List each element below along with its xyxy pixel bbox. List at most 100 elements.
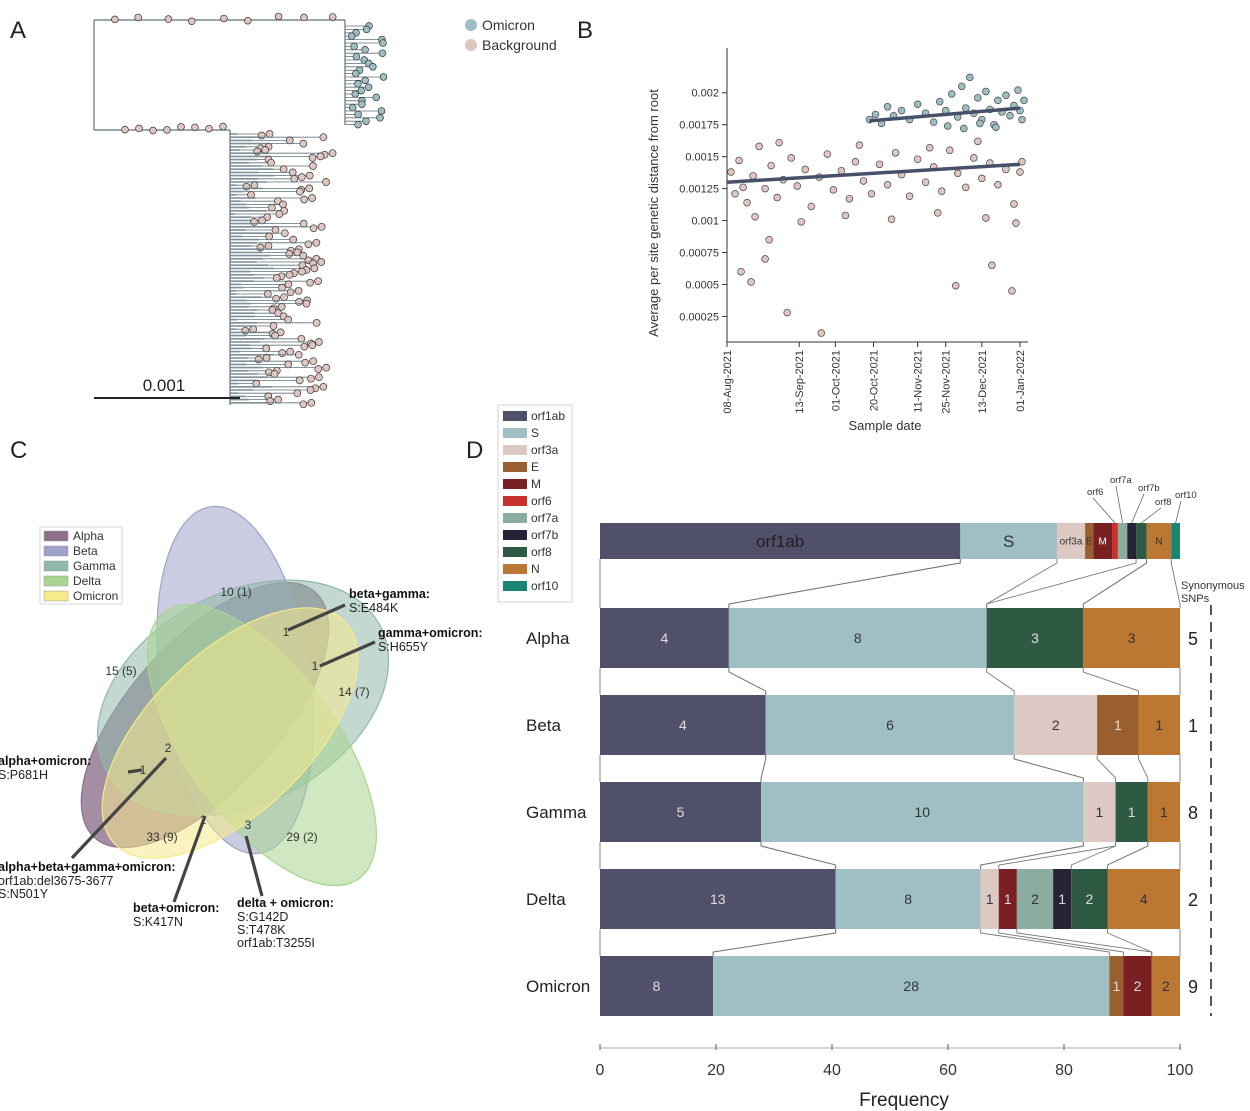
scatter-point-background (737, 267, 745, 276)
venn-annotation-line: orf1ab:del3675-3677 (0, 874, 113, 888)
tree-tip (369, 63, 377, 71)
genome-bar-label: orf8 (1155, 497, 1171, 508)
trend-line-omicron (869, 106, 1021, 123)
tree-tip (290, 174, 299, 183)
venn-annotation-line: S:P681H (0, 768, 48, 782)
tree-tip (348, 103, 357, 112)
tree-tip (244, 16, 252, 25)
scatter-point-omicron (913, 100, 922, 108)
scatter-point-background (1016, 168, 1024, 176)
venn-annotation-line: S:T478K (237, 923, 286, 937)
bar-connector (998, 929, 1124, 956)
bar-segment-value: 2 (1134, 978, 1142, 994)
bar-connector (1096, 755, 1117, 782)
gene-legend-swatch (503, 445, 527, 455)
bar-segment-value: 1 (986, 891, 994, 907)
tree-tip (277, 302, 286, 311)
panel-label-c: C (10, 437, 27, 464)
bar-segment-value: 8 (653, 978, 661, 994)
tree-tip (163, 126, 171, 134)
bar-segment-delta-S (835, 869, 981, 929)
tree-tip (302, 299, 311, 308)
bar-segment-omicron-M (1123, 956, 1152, 1016)
bar-segment-beta-orf1ab (600, 695, 766, 755)
gene-legend-swatch (503, 513, 527, 523)
bar-connector (1016, 929, 1153, 956)
bar-segment-value: 4 (661, 630, 669, 646)
tree-tip (280, 229, 289, 238)
bar-connector (1170, 559, 1181, 608)
genome-bar-label: orf7b (1138, 483, 1160, 494)
tree-tip (315, 338, 323, 346)
genome-label-leader (1175, 500, 1182, 524)
tree-tip (298, 267, 306, 276)
tree-tip (272, 294, 280, 303)
tree-tip (309, 162, 317, 170)
venn-annotation-leader (70, 756, 168, 860)
tree-tip (301, 358, 310, 367)
tree-tip (372, 93, 381, 102)
tree-tip (317, 258, 326, 266)
venn-region-label: 15 (5) (105, 664, 136, 678)
venn-annotation-line: S:E484K (349, 601, 399, 615)
synonymous-header-line: Synonymous (1181, 580, 1245, 592)
bar-segment-value: 5 (677, 804, 685, 820)
bar-connector (1013, 755, 1084, 782)
tree-tip (299, 400, 308, 409)
panel-label-b: B (577, 17, 593, 44)
bar-segment-value: 10 (914, 804, 930, 820)
venn-region-label: 1 (140, 763, 147, 777)
tree-tip (354, 110, 362, 119)
scatter-point-omicron (1002, 91, 1010, 100)
tree-tip (297, 334, 306, 343)
bar-segment-omicron-E (1109, 956, 1124, 1016)
scatter-point-background (875, 160, 884, 169)
bar-segment-gamma-orf3a (1083, 782, 1116, 842)
bar-segment-delta-M (998, 869, 1017, 929)
scatter-point-background (743, 198, 751, 207)
trend-line-background (726, 162, 1021, 184)
bar-segment-omicron-S (713, 956, 1110, 1016)
venn-legend-swatch (43, 575, 69, 587)
scatter-x-tick-label: 13-Sep-2021 (794, 350, 806, 414)
tree-tip (286, 347, 295, 356)
bar-connector (1107, 929, 1153, 956)
scatter-point-background (1018, 158, 1026, 166)
tree-tip (284, 280, 293, 289)
tree-tip (351, 90, 359, 98)
tree-tip (354, 80, 362, 88)
tree-tip (379, 73, 388, 81)
tree-tip (272, 274, 281, 282)
scatter-y-tick-label: 0.0015 (685, 152, 719, 164)
venn-legend-swatch (43, 530, 69, 542)
tree-tip (205, 124, 213, 133)
tree-tip (319, 382, 328, 391)
tree-tip (285, 250, 294, 258)
scatter-point-background (767, 161, 775, 170)
venn-legend-swatch (43, 560, 69, 572)
bar-segment-value: 1 (1155, 717, 1163, 733)
scatter-point-background (887, 215, 896, 224)
genome-bar-segment-N (1146, 523, 1172, 559)
scatter-point-background (751, 212, 759, 221)
frequency-axis-title: Frequency (859, 1090, 949, 1111)
scatter-point-background (913, 155, 922, 163)
bar-segment-value: 4 (1140, 891, 1148, 907)
frequency-axis-tick-label: 20 (707, 1062, 725, 1079)
tree-tip (286, 288, 295, 297)
tree-tip (135, 124, 143, 133)
tree-tip (312, 318, 321, 327)
gene-legend-label: orf6 (531, 494, 552, 508)
genome-label-leader (1092, 497, 1116, 524)
bar-connector (998, 842, 1117, 869)
scatter-point-background (749, 172, 757, 180)
venn-region-label: 1 (312, 659, 319, 673)
genome-bar-label: N (1155, 537, 1162, 548)
venn-annotation-title: gamma+omicron: (378, 626, 483, 640)
tree-tip (278, 349, 287, 357)
tree-tip (295, 376, 304, 385)
bar-segment-value: 1 (1114, 717, 1122, 733)
scatter-point-background (952, 282, 960, 290)
venn-set-omicron (101, 607, 359, 859)
bar-segment-value: 1 (1004, 891, 1012, 907)
